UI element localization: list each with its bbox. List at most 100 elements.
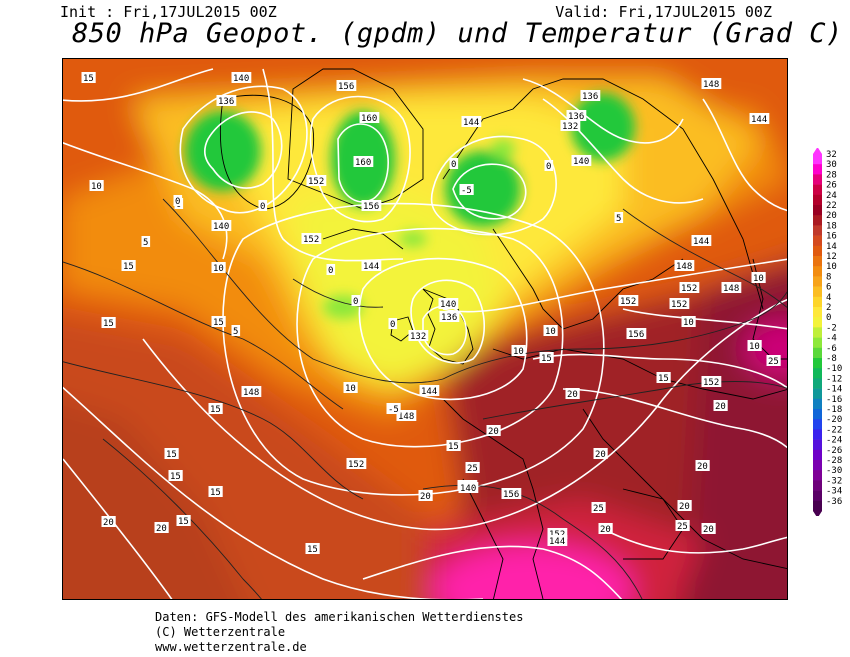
data-source: Daten: GFS-Modell des amerikanischen Wet… bbox=[155, 610, 524, 624]
weather-map: 140 136 156 152 160 160 156 152 144 136 132 136 140 1… bbox=[62, 58, 788, 600]
temperature-label: 15 bbox=[541, 354, 552, 364]
temperature-label-box bbox=[539, 352, 554, 363]
temperature-label-box bbox=[459, 184, 474, 195]
geopotential-label-box bbox=[749, 113, 770, 124]
temperature-label: 0 bbox=[175, 197, 180, 207]
temperature-label: 10 bbox=[91, 182, 102, 192]
temperature-label: 10 bbox=[345, 384, 356, 394]
geopotential-label-box bbox=[580, 90, 601, 101]
legend-swatch bbox=[813, 358, 822, 369]
map-labels: 1401361561521601601561521441361321361401… bbox=[81, 72, 781, 555]
legend-label: 26 bbox=[826, 181, 837, 191]
legend-swatch bbox=[813, 500, 822, 512]
legend-swatch bbox=[813, 307, 822, 318]
legend-label: -36 bbox=[826, 497, 842, 507]
temperature-label-box bbox=[766, 355, 781, 366]
temperature-label: 15 bbox=[210, 405, 221, 415]
legend-swatch bbox=[813, 398, 822, 410]
temperature-label: 20 bbox=[420, 492, 431, 502]
legend-swatch bbox=[813, 378, 822, 389]
geopotential-label-box bbox=[359, 112, 380, 123]
geopotential-label: 144 bbox=[549, 537, 565, 547]
temperature-label: 15 bbox=[166, 450, 177, 460]
temperature-label: 10 bbox=[213, 264, 224, 274]
temperature-label: 20 bbox=[103, 518, 114, 528]
temperature-label: -5 bbox=[388, 405, 399, 415]
legend-label: -8 bbox=[826, 354, 837, 364]
temperature-label: 20 bbox=[703, 525, 714, 535]
legend-swatch bbox=[813, 439, 822, 451]
geopotential-label: 156 bbox=[503, 490, 519, 500]
temperature-label-box bbox=[565, 388, 580, 399]
geopotential-label: 140 bbox=[573, 157, 589, 167]
temperature-label-box bbox=[386, 403, 401, 414]
init-time: Init : Fri,17JUL2015 00Z bbox=[60, 3, 277, 21]
temperature-label-box bbox=[168, 470, 183, 481]
legend-label: 4 bbox=[826, 293, 831, 303]
geopotential-label: 152 bbox=[348, 460, 364, 470]
coastlines bbox=[219, 68, 787, 599]
legend-label: 12 bbox=[826, 252, 837, 262]
geopotential-label-box bbox=[458, 482, 479, 493]
temperature-label-box bbox=[751, 272, 766, 283]
geopotential-label-box bbox=[701, 78, 722, 89]
geopotential-label: 152 bbox=[308, 177, 324, 187]
geopotential-label-box bbox=[547, 528, 568, 539]
legend-label: 6 bbox=[826, 283, 831, 293]
temperature-label: 0 bbox=[328, 266, 333, 276]
legend-swatch bbox=[813, 460, 822, 471]
legend-label: -34 bbox=[826, 487, 842, 497]
legend-label: 32 bbox=[826, 150, 837, 160]
footer: Daten: GFS-Modell des amerikanischen Wet… bbox=[155, 610, 523, 655]
temperature-label: 10 bbox=[749, 342, 760, 352]
geopotential-label: 140 bbox=[213, 222, 229, 232]
legend-swatch bbox=[813, 266, 822, 277]
geopotential-label: 152 bbox=[671, 300, 687, 310]
legend-label: -32 bbox=[826, 476, 842, 486]
legend-swatch bbox=[813, 256, 822, 267]
geopotential-label: 136 bbox=[582, 92, 598, 102]
temperature-label: 10 bbox=[753, 274, 764, 284]
temperature-label: 5 bbox=[616, 214, 621, 224]
temperature-label-box bbox=[543, 325, 558, 336]
geopotential-label: 136 bbox=[568, 112, 584, 122]
temperature-label: 20 bbox=[697, 462, 708, 472]
geopotential-label: 144 bbox=[751, 115, 767, 125]
temperature-label-box bbox=[101, 317, 116, 328]
temperature-label: 15 bbox=[178, 517, 189, 527]
geopotential-label: 132 bbox=[562, 122, 578, 132]
valid-time: Valid: Fri,17JUL2015 00Z bbox=[555, 3, 772, 21]
geopotential-label-box bbox=[361, 260, 382, 271]
temperature-label-box bbox=[446, 440, 461, 451]
geopotential-label: 148 bbox=[723, 284, 739, 294]
temperature-label-box bbox=[418, 490, 433, 501]
temperature-label: 25 bbox=[768, 357, 779, 367]
geopotential-label: 156 bbox=[338, 82, 354, 92]
geopotential-label: 144 bbox=[693, 237, 709, 247]
temperature-label: 15 bbox=[213, 318, 224, 328]
legend-label: -2 bbox=[826, 323, 837, 333]
geopotential-label-box bbox=[211, 220, 232, 231]
legend-label: -6 bbox=[826, 344, 837, 354]
temperature-label-box bbox=[173, 195, 183, 206]
temperature-label-box bbox=[544, 160, 554, 171]
geopotential-label: 140 bbox=[233, 74, 249, 84]
temperature-label-box bbox=[208, 403, 223, 414]
temperature-label-box bbox=[713, 400, 728, 411]
temperature-label: 15 bbox=[170, 472, 181, 482]
geopotential-label-box bbox=[361, 200, 382, 211]
geopotential-label: 148 bbox=[398, 412, 414, 422]
legend-swatch bbox=[813, 449, 822, 461]
temperature-label-box bbox=[656, 372, 671, 383]
legend-arrow-up bbox=[813, 148, 822, 154]
temperature-label-box bbox=[681, 316, 696, 327]
temperature-label-box bbox=[747, 340, 762, 351]
geopotential-label: 140 bbox=[460, 484, 476, 494]
temperature-label-box bbox=[231, 325, 241, 336]
temperature-label: 20 bbox=[567, 390, 578, 400]
geopotential-label-box bbox=[618, 295, 639, 306]
legend-swatch bbox=[813, 327, 822, 338]
temperature-label: 10 bbox=[683, 318, 694, 328]
legend-arrow-down bbox=[813, 511, 822, 516]
temperature-label-box bbox=[591, 502, 606, 513]
